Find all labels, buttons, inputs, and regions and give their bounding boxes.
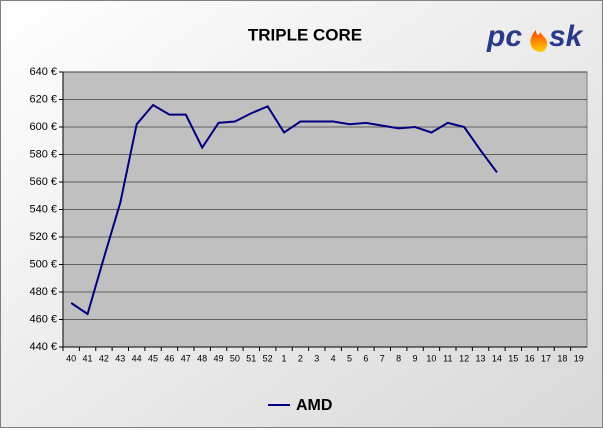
x-tick-label: 47 — [181, 353, 191, 363]
x-tick-label: 19 — [574, 353, 584, 363]
y-tick-label: 520 € — [29, 231, 57, 243]
x-tick-label: 5 — [347, 353, 352, 363]
y-tick-label: 500 € — [29, 258, 57, 270]
chart-title: TRIPLE CORE — [248, 25, 362, 44]
x-tick-label: 1 — [282, 353, 287, 363]
legend-label: AMD — [296, 397, 332, 414]
x-tick-label: 17 — [541, 353, 551, 363]
x-tick-label: 40 — [66, 353, 76, 363]
x-tick-label: 14 — [492, 353, 502, 363]
y-tick-label: 580 € — [29, 148, 57, 160]
x-tick-label: 4 — [331, 353, 336, 363]
x-tick-label: 51 — [246, 353, 256, 363]
y-tick-label: 560 € — [29, 176, 57, 188]
x-tick-label: 18 — [557, 353, 567, 363]
x-tick-label: 16 — [525, 353, 535, 363]
x-tick-label: 13 — [476, 353, 486, 363]
x-tick-label: 12 — [459, 353, 469, 363]
y-tick-label: 620 € — [29, 93, 57, 105]
logo: pc sk — [486, 20, 584, 53]
x-tick-label: 50 — [230, 353, 240, 363]
y-tick-label: 480 € — [29, 286, 57, 298]
x-tick-label: 52 — [263, 353, 273, 363]
x-tick-label: 48 — [197, 353, 207, 363]
y-tick-label: 600 € — [29, 121, 57, 133]
x-tick-label: 44 — [132, 353, 142, 363]
x-tick-label: 41 — [83, 353, 93, 363]
x-tick-label: 9 — [413, 353, 418, 363]
data-line — [70, 103, 498, 316]
y-tick-label: 640 € — [29, 66, 57, 78]
x-tick-label: 6 — [363, 353, 368, 363]
logo-text: pc — [486, 20, 522, 53]
x-tick-label: 7 — [380, 353, 385, 363]
x-tick-label: 49 — [214, 353, 224, 363]
x-tick-label: 46 — [164, 353, 174, 363]
x-tick-label: 43 — [115, 353, 125, 363]
x-tick-label: 8 — [396, 353, 401, 363]
y-tick-label: 540 € — [29, 203, 57, 215]
logo-text: sk — [549, 20, 584, 53]
y-tick-label: 460 € — [29, 313, 57, 325]
x-tick-label: 11 — [443, 353, 452, 363]
x-tick-label: 45 — [148, 353, 158, 363]
x-tick-label: 2 — [298, 353, 303, 363]
x-tick-label: 15 — [508, 353, 518, 363]
x-tick-label: 42 — [99, 353, 109, 363]
logo-flame — [530, 30, 548, 52]
x-tick-label: 10 — [426, 353, 436, 363]
x-tick-label: 3 — [314, 353, 319, 363]
y-tick-label: 440 € — [29, 341, 57, 353]
